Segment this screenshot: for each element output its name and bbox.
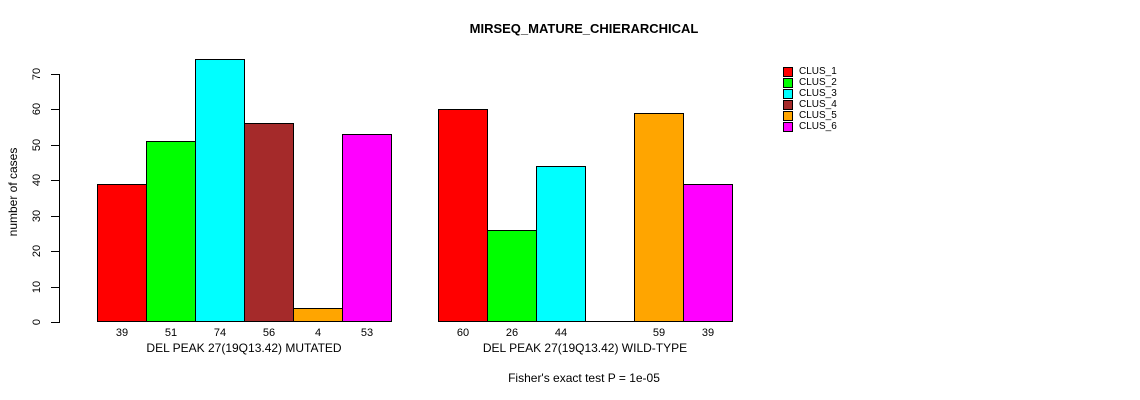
legend-item-clus_5: CLUS_5: [783, 110, 837, 121]
bar-clus_6-group2: [683, 184, 733, 322]
y-axis-tick: [51, 109, 59, 110]
legend-swatch: [783, 110, 793, 121]
legend-label: CLUS_3: [799, 88, 837, 99]
legend-label: CLUS_6: [799, 121, 837, 132]
legend-swatch: [783, 77, 793, 88]
y-axis-tick: [51, 74, 59, 75]
legend-item-clus_6: CLUS_6: [783, 121, 837, 132]
legend-label: CLUS_5: [799, 110, 837, 121]
y-axis-tick: [51, 251, 59, 252]
y-axis-tick-label: 10: [31, 280, 43, 294]
bar-clus_5-group2: [634, 113, 684, 322]
legend-swatch: [783, 99, 793, 110]
bar-clus_4-group1: [244, 123, 294, 322]
y-axis-tick-label: 20: [31, 244, 43, 258]
bar-value-label: 74: [213, 327, 227, 339]
legend-item-clus_4: CLUS_4: [783, 99, 837, 110]
bar-clus_5-group1: [293, 308, 343, 322]
y-axis-tick-label: 60: [31, 102, 43, 116]
y-axis-tick: [51, 322, 59, 323]
legend-label: CLUS_1: [799, 66, 837, 77]
bar-value-label: 53: [360, 327, 374, 339]
y-axis-tick: [51, 216, 59, 217]
legend-label: CLUS_2: [799, 77, 837, 88]
bar-value-label: 44: [554, 327, 568, 339]
bar-value-label: 60: [456, 327, 470, 339]
bar-value-label: 26: [505, 327, 519, 339]
legend-item-clus_3: CLUS_3: [783, 88, 837, 99]
bar-clus_1-group1: [97, 184, 147, 322]
bar-clus_2-group2: [487, 230, 537, 322]
group-label-wild-type: DEL PEAK 27(19Q13.42) WILD-TYPE: [482, 341, 688, 355]
bar-clus_1-group2: [438, 109, 488, 322]
y-axis-tick: [51, 145, 59, 146]
y-axis-tick-label: 40: [31, 173, 43, 187]
legend-swatch: [783, 88, 793, 99]
legend-item-clus_2: CLUS_2: [783, 77, 837, 88]
bar-value-label: 39: [701, 327, 715, 339]
bar-missing-baseline: [585, 321, 635, 322]
legend-swatch: [783, 121, 793, 132]
fisher-test-caption: Fisher's exact test P = 1e-05: [508, 371, 660, 385]
y-axis-label: number of cases: [6, 147, 20, 237]
bar-value-label: 56: [262, 327, 276, 339]
legend: CLUS_1 CLUS_2 CLUS_3 CLUS_4 CLUS_5 CLUS_6: [783, 66, 837, 132]
legend-label: CLUS_4: [799, 99, 837, 110]
y-axis-tick: [51, 180, 59, 181]
legend-item-clus_1: CLUS_1: [783, 66, 837, 77]
bar-value-label: 4: [314, 327, 322, 339]
y-axis-tick-label: 70: [31, 67, 43, 81]
y-axis-tick-label: 50: [31, 138, 43, 152]
bar-clus_2-group1: [146, 141, 196, 322]
bar-value-label: 59: [652, 327, 666, 339]
y-axis-tick-label: 30: [31, 209, 43, 223]
bar-value-label: 51: [164, 327, 178, 339]
y-axis-tick-label: 0: [31, 318, 43, 326]
group-label-mutated: DEL PEAK 27(19Q13.42) MUTATED: [146, 341, 342, 355]
bar-clus_3-group1: [195, 59, 245, 322]
bar-clus_6-group1: [342, 134, 392, 322]
y-axis-tick: [51, 287, 59, 288]
y-axis-line: [59, 74, 60, 323]
bar-value-label: 39: [115, 327, 129, 339]
chart-title: MIRSEQ_MATURE_CHIERARCHICAL: [469, 21, 699, 36]
legend-swatch: [783, 66, 793, 77]
bar-clus_3-group2: [536, 166, 586, 322]
